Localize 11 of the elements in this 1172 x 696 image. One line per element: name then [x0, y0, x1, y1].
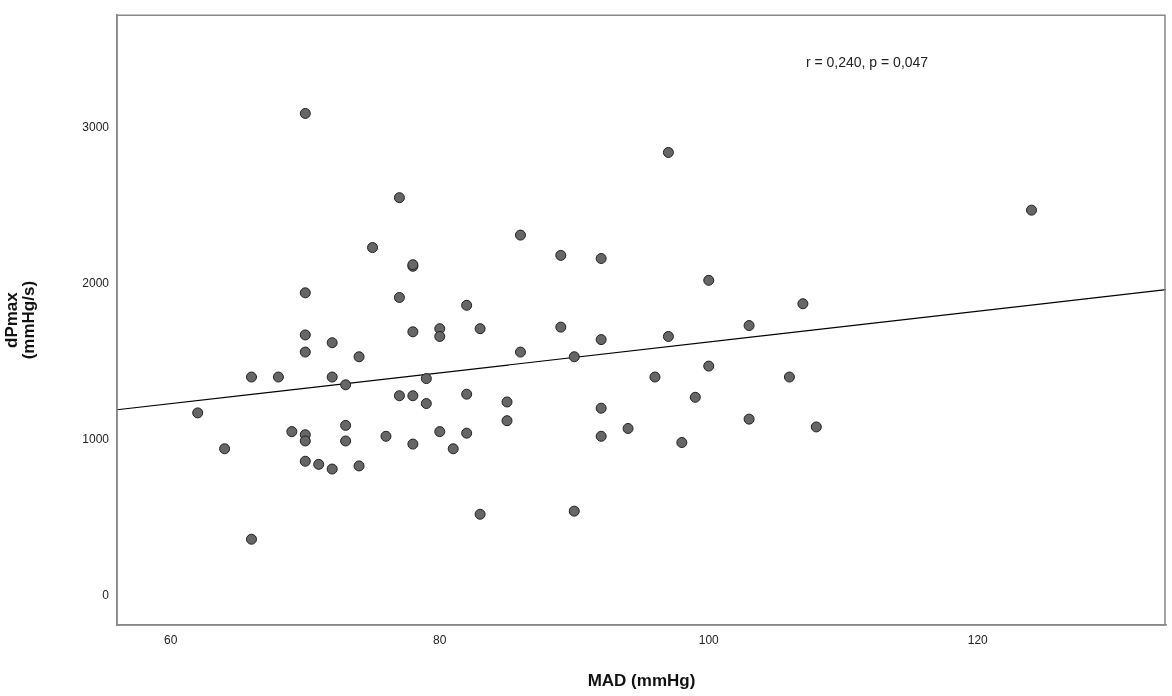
y-axis-title: dPmax (mmHg/s) — [2, 280, 39, 360]
x-tick-label: 60 — [164, 632, 178, 647]
x-axis-title: MAD (mmHg) — [587, 671, 696, 691]
y-tick-label: 2000 — [82, 275, 110, 290]
y-tick-label: 0 — [102, 587, 110, 602]
x-tick-label: 120 — [967, 632, 989, 647]
annotation: r = 0,240, p = 0,047 — [805, 54, 929, 71]
x-tick-label: 80 — [433, 632, 447, 647]
y-tick-label: 1000 — [82, 431, 110, 446]
y-tick-label: 3000 — [82, 119, 110, 134]
x-tick-label: 100 — [698, 632, 720, 647]
